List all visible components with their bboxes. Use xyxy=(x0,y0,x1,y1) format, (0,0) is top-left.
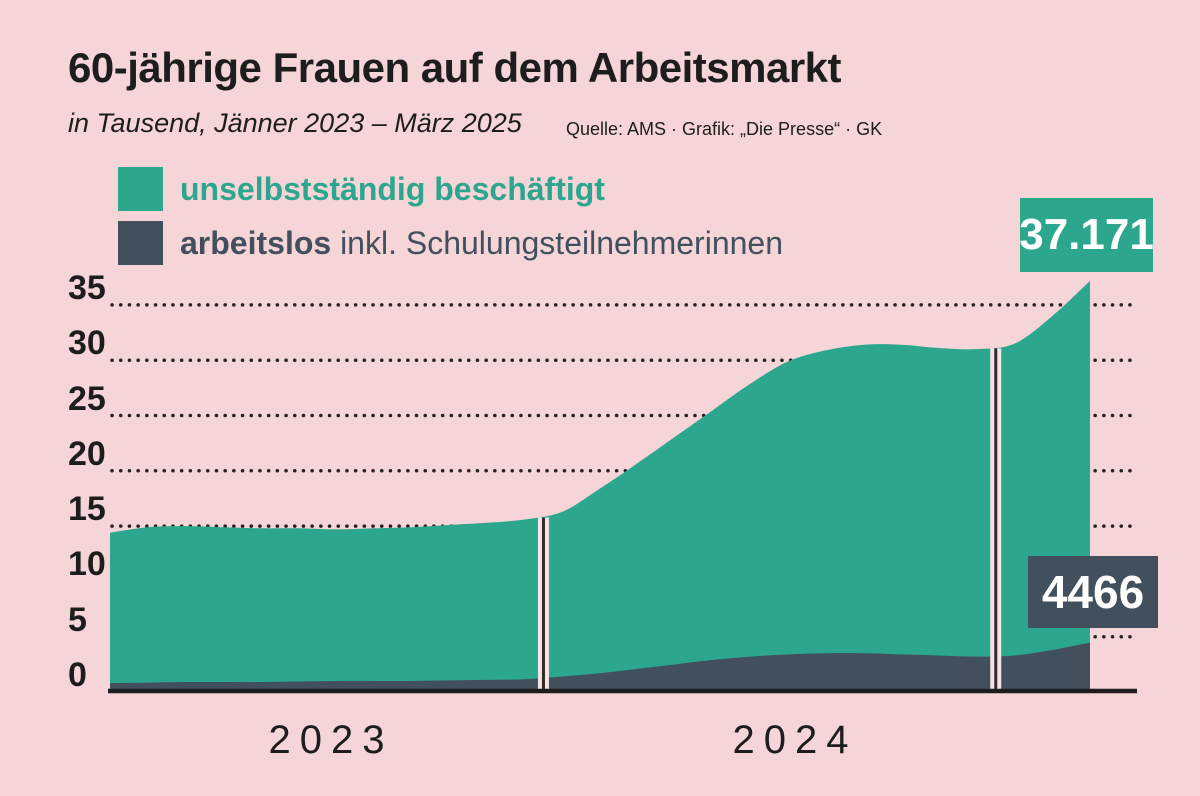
unemployed-legend-label-bold: arbeitslos xyxy=(180,224,332,261)
employed-legend-label: unselbstständig beschäftigt xyxy=(180,170,605,207)
y-tick-label-15: 15 xyxy=(68,490,106,529)
unemployed-area xyxy=(110,642,1090,692)
unemployed-legend-label-rest: inkl. Schulungsteilnehmerinnen xyxy=(331,224,783,261)
y-tick-label-20: 20 xyxy=(68,434,106,473)
employed-area xyxy=(110,280,1090,692)
unemployed-legend-label: arbeitslos inkl. Schulungsteilnehmerinne… xyxy=(180,225,783,262)
employed-value-badge: 37.171 xyxy=(1019,198,1154,272)
y-tick-label-10: 10 xyxy=(68,545,106,584)
employed-color-swatch xyxy=(118,167,163,211)
y-tick-label-0: 0 xyxy=(68,656,87,694)
y-tick-label-35: 35 xyxy=(68,268,106,307)
unemployed-color-swatch xyxy=(118,221,163,265)
legend: unselbstständig beschäftigt arbeitslos i… xyxy=(118,166,783,274)
source-credit: Quelle: AMS · Grafik: „Die Presse“ · GK xyxy=(566,119,883,139)
x-axis-label-2023: 2023 xyxy=(268,718,394,762)
y-tick-label-30: 30 xyxy=(68,324,106,363)
legend-item-unemployed: arbeitslos inkl. Schulungsteilnehmerinne… xyxy=(118,220,783,266)
page-title: 60-jährige Frauen auf dem Arbeitsmarkt xyxy=(68,44,842,91)
y-tick-label-5: 5 xyxy=(68,600,87,639)
unemployed-value-badge: 4466 xyxy=(1028,556,1158,628)
legend-item-employed: unselbstständig beschäftigt xyxy=(118,166,783,212)
x-axis-label-2024: 2024 xyxy=(732,718,858,762)
chart-subtitle: in Tausend, Jänner 2023 – März 2025 xyxy=(68,108,522,138)
y-tick-label-25: 25 xyxy=(68,379,106,418)
year-separators xyxy=(537,348,1002,692)
